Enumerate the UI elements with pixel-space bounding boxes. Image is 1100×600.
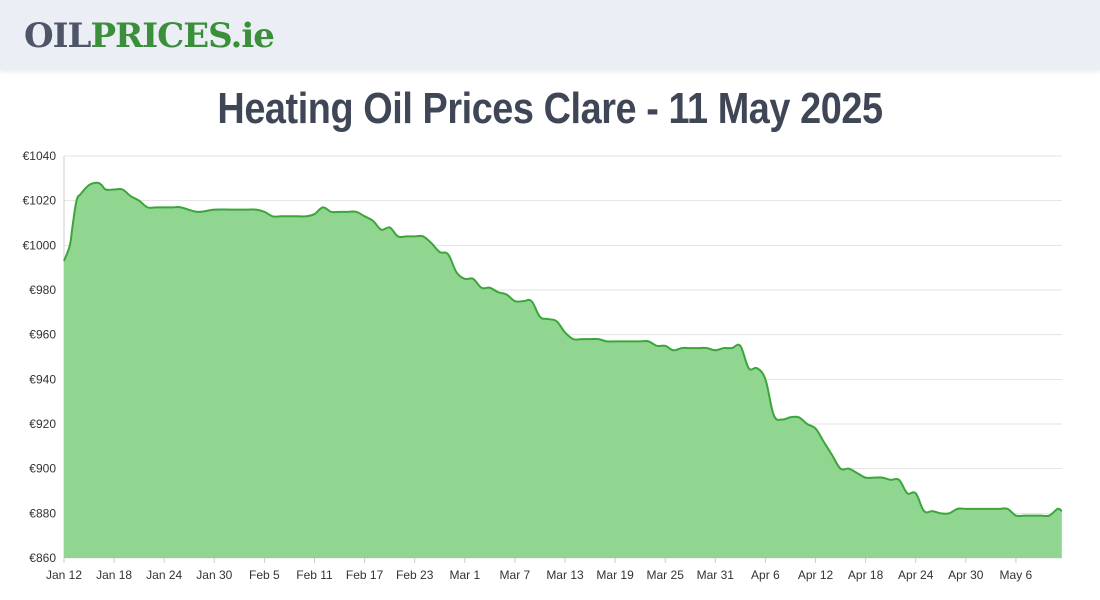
y-axis: €1040 €1020 €1000 €980 €960 €940 €920 €900 €880 €… — [23, 149, 57, 565]
x-tick-label: May 6 — [1000, 568, 1033, 582]
x-axis: Jan 12 Jan 18 Jan 24 Jan 30 Feb 5 Feb 11 Feb 1… — [46, 558, 1033, 582]
x-tick-label: Feb 5 — [249, 568, 280, 582]
x-tick-label: Feb 23 — [396, 568, 434, 582]
x-tick-label: Jan 18 — [96, 568, 132, 582]
x-tick-label: Jan 12 — [46, 568, 82, 582]
page-title: Heating Oil Prices Clare - 11 May 2025 — [217, 84, 883, 133]
y-tick-label: €960 — [29, 328, 56, 342]
y-tick-label: €1040 — [23, 149, 57, 163]
y-tick-label: €900 — [29, 462, 56, 476]
price-series-line — [63, 181, 1063, 518]
x-tick-label: Apr 30 — [948, 568, 984, 582]
price-area — [63, 181, 1063, 559]
x-tick-label: Mar 7 — [500, 568, 531, 582]
x-tick-label: Mar 1 — [449, 568, 480, 582]
x-tick-label: Apr 18 — [848, 568, 884, 582]
price-area-fill — [64, 182, 1062, 559]
y-tick-label: €920 — [29, 417, 56, 431]
price-area-chart: €1040 €1020 €1000 €980 €960 €940 €920 €900 €880 €… — [23, 149, 1063, 582]
logo-text-oil: OIL — [24, 16, 91, 56]
logo-text-tld: .ie — [230, 16, 274, 56]
y-tick-label: €1000 — [23, 238, 57, 252]
x-tick-label: Feb 11 — [296, 568, 333, 582]
x-tick-label: Apr 6 — [751, 568, 780, 582]
x-tick-label: Jan 24 — [146, 568, 182, 582]
y-tick-label: €860 — [29, 551, 56, 565]
x-tick-label: Apr 24 — [898, 568, 934, 582]
y-tick-label: €980 — [29, 283, 56, 297]
x-tick-label: Feb 17 — [346, 568, 384, 582]
x-tick-label: Apr 12 — [798, 568, 834, 582]
x-tick-label: Jan 30 — [196, 568, 232, 582]
x-tick-label: Mar 13 — [546, 568, 584, 582]
site-header: OILPRICES.ie — [0, 0, 1100, 70]
y-tick-label: €1020 — [23, 194, 57, 208]
y-tick-label: €880 — [29, 506, 56, 520]
x-tick-label: Mar 31 — [697, 568, 735, 582]
x-tick-label: Mar 25 — [647, 568, 685, 582]
y-tick-label: €940 — [29, 372, 56, 386]
logo-text-prices: PRICES — [90, 16, 231, 56]
x-tick-label: Mar 19 — [596, 568, 634, 582]
site-logo[interactable]: OILPRICES.ie — [24, 14, 275, 58]
